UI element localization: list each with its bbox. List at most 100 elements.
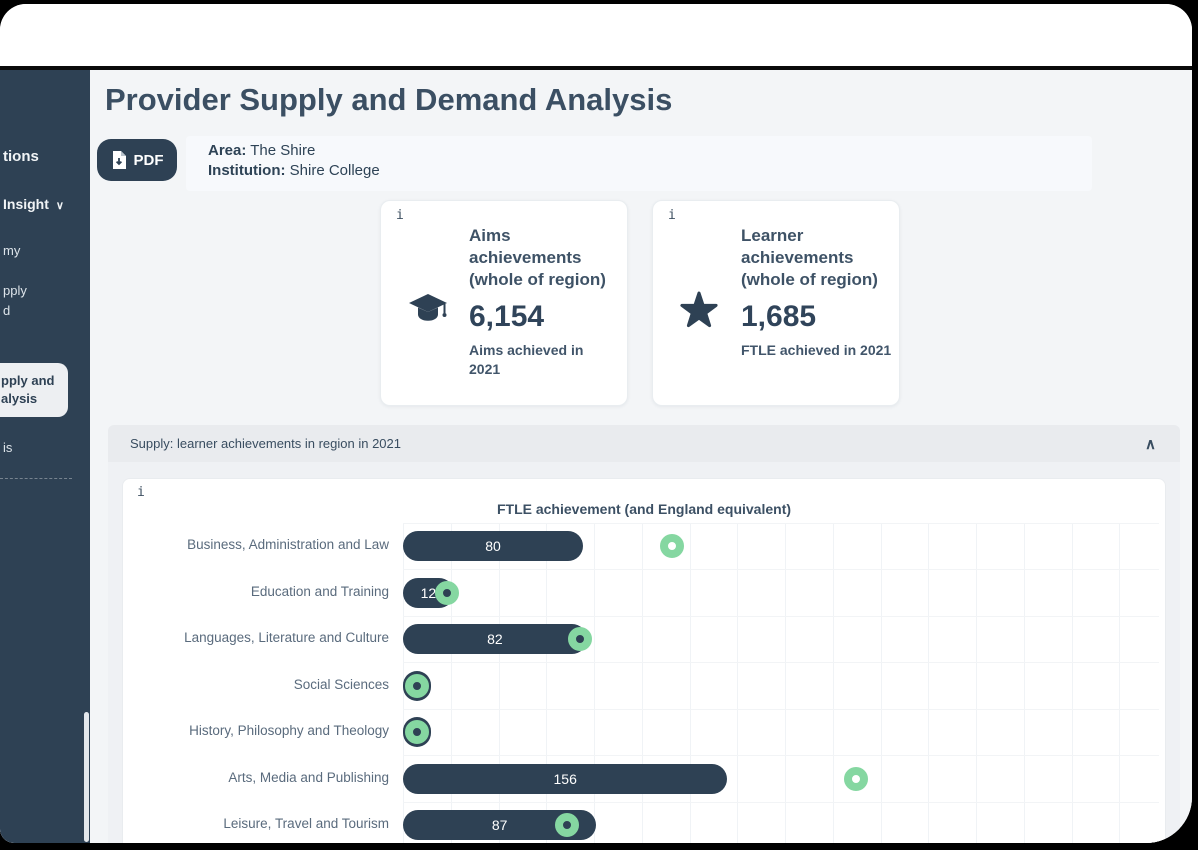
gridline-horizontal: [403, 801, 1159, 803]
chevron-down-icon: ∨: [55, 200, 64, 212]
star-icon: [679, 291, 721, 333]
card-title: Learner achievements (whole of region): [741, 226, 878, 289]
category-label: Education and Training: [250, 583, 389, 599]
category-label: Business, Administration and Law: [187, 537, 389, 552]
page-title: Provider Supply and Demand Analysis: [105, 82, 673, 117]
gridline-horizontal: [403, 569, 1159, 571]
card-text: Learner achievements (whole of region) 1…: [741, 225, 901, 360]
pdf-file-icon: [111, 150, 127, 170]
sidebar-item-label: alysis: [1, 391, 38, 406]
sidebar-item-label: Insight: [3, 196, 49, 212]
institution-value: Shire College: [289, 162, 380, 179]
sidebar-scrollbar-thumb[interactable]: [84, 712, 89, 842]
pdf-export-button[interactable]: PDF: [97, 139, 177, 181]
bar-value-label: 82: [487, 631, 503, 647]
card-subtitle: Aims achieved in 2021: [469, 342, 584, 377]
sidebar-item-label: my: [3, 243, 21, 258]
gridline-horizontal: [403, 662, 1159, 664]
institution-label: Institution:: [208, 162, 286, 179]
gridline-vertical: [546, 523, 548, 843]
gridline-vertical: [880, 523, 882, 843]
gridline-vertical: [785, 523, 786, 843]
gridline-horizontal: [403, 708, 1159, 710]
sidebar-item-label: pply and: [1, 373, 55, 388]
card-text: Aims achievements (whole of region) 6,15…: [469, 225, 629, 379]
category-label: Languages, Literature and Culture: [184, 630, 389, 645]
category-label: Social Sciences: [293, 676, 389, 692]
bar-value-label: 87: [491, 817, 508, 833]
info-icon[interactable]: i: [396, 208, 404, 223]
ftle-bar: 156: [403, 763, 728, 794]
gridline-vertical: [594, 523, 595, 843]
gridline-vertical: [832, 523, 834, 843]
bar-value-label: 80: [485, 538, 501, 554]
gridline-vertical: [498, 523, 500, 843]
gridline-vertical: [928, 523, 930, 843]
sidebar-divider: [0, 478, 72, 479]
supply-panel: Supply: learner achievements in region i…: [108, 425, 1180, 843]
institution-line: Institution: Shire College: [208, 161, 380, 181]
card-subtitle: FTLE achieved in 2021: [741, 342, 892, 358]
bar-value-label: 12: [420, 584, 437, 601]
sidebar-item-label: pply: [3, 283, 27, 298]
card-value: 6,154: [469, 300, 545, 333]
stat-card-learner: i Learner achievements (whole of region)…: [652, 200, 900, 406]
sidebar: tions Insight ∨ my pply d is pply and alysis: [0, 70, 90, 843]
window-titlebar: [0, 4, 1192, 66]
gridline-horizontal: [403, 522, 1159, 524]
graduation-cap-icon: [407, 291, 449, 333]
gridline-vertical: [1023, 523, 1025, 843]
category-label: History, Philosophy and Theology: [189, 723, 389, 738]
stat-card-aims: i Aims achievements (whole of region) 6,…: [380, 200, 628, 406]
gridline-vertical: [737, 523, 739, 843]
area-label: Area:: [208, 142, 247, 159]
ftle-chart-card: i FTLE achievement (and England equivale…: [122, 478, 1166, 843]
sidebar-item-label: is: [3, 440, 13, 455]
bar-value-label: 156: [553, 770, 577, 787]
gridline-horizontal: [403, 755, 1159, 757]
chart-plot: 80 12 82 156 87: [403, 479, 1159, 843]
panel-title: Supply: learner achievements in region i…: [130, 436, 402, 451]
area-info-strip: [186, 136, 1092, 191]
area-line: Area: The Shire: [208, 141, 380, 161]
england-equivalent-marker: [555, 813, 580, 837]
app-area: tions Insight ∨ my pply d is pply and alysis P…: [0, 70, 1192, 843]
england-equivalent-marker: [435, 580, 460, 605]
gridline-vertical: [641, 523, 643, 843]
sidebar-item[interactable]: my: [3, 243, 20, 258]
category-label: Leisure, Travel and Tourism: [223, 816, 389, 831]
england-equivalent-marker: [405, 720, 429, 744]
window-divider: [0, 66, 1192, 70]
chart-title: FTLE achievement (and England equivalent…: [496, 501, 792, 517]
chart-labels: Business, Administration and Law Educatio…: [123, 479, 389, 843]
chevron-up-icon[interactable]: ∧: [1145, 435, 1156, 453]
sidebar-item[interactable]: Insight ∨: [3, 196, 64, 212]
england-equivalent-marker: [568, 627, 593, 651]
gridline-vertical: [450, 523, 452, 843]
sidebar-item[interactable]: d: [3, 303, 10, 318]
gridline-vertical: [1071, 523, 1073, 843]
sidebar-item-supply-demand-analysis-active[interactable]: pply and alysis: [0, 363, 68, 417]
sidebar-item-label: d: [3, 303, 11, 318]
sidebar-item-label: tions: [3, 148, 39, 165]
pdf-button-label: PDF: [133, 151, 164, 169]
england-equivalent-marker: [843, 766, 868, 791]
sidebar-item[interactable]: is: [3, 440, 12, 455]
info-icon[interactable]: i: [137, 485, 145, 500]
england-equivalent-marker: [405, 673, 429, 698]
ftle-bar: 82: [403, 624, 587, 654]
supply-panel-body: i FTLE achievement (and England equivale…: [108, 462, 1180, 843]
england-equivalent-marker: [659, 534, 684, 558]
category-label: Arts, Media and Publishing: [228, 769, 389, 785]
sidebar-item[interactable]: pply: [3, 283, 27, 298]
card-title: Aims achievements (whole of region): [469, 226, 606, 289]
supply-panel-header[interactable]: Supply: learner achievements in region i…: [108, 425, 1180, 462]
card-value: 1,685: [741, 300, 817, 333]
info-icon[interactable]: i: [668, 208, 676, 223]
gridline-horizontal: [403, 615, 1159, 617]
ftle-bar: 80: [403, 531, 583, 561]
app-window: tions Insight ∨ my pply d is pply and alysis P…: [0, 4, 1192, 843]
area-value: The Shire: [250, 142, 316, 159]
sidebar-item[interactable]: tions: [3, 148, 39, 165]
